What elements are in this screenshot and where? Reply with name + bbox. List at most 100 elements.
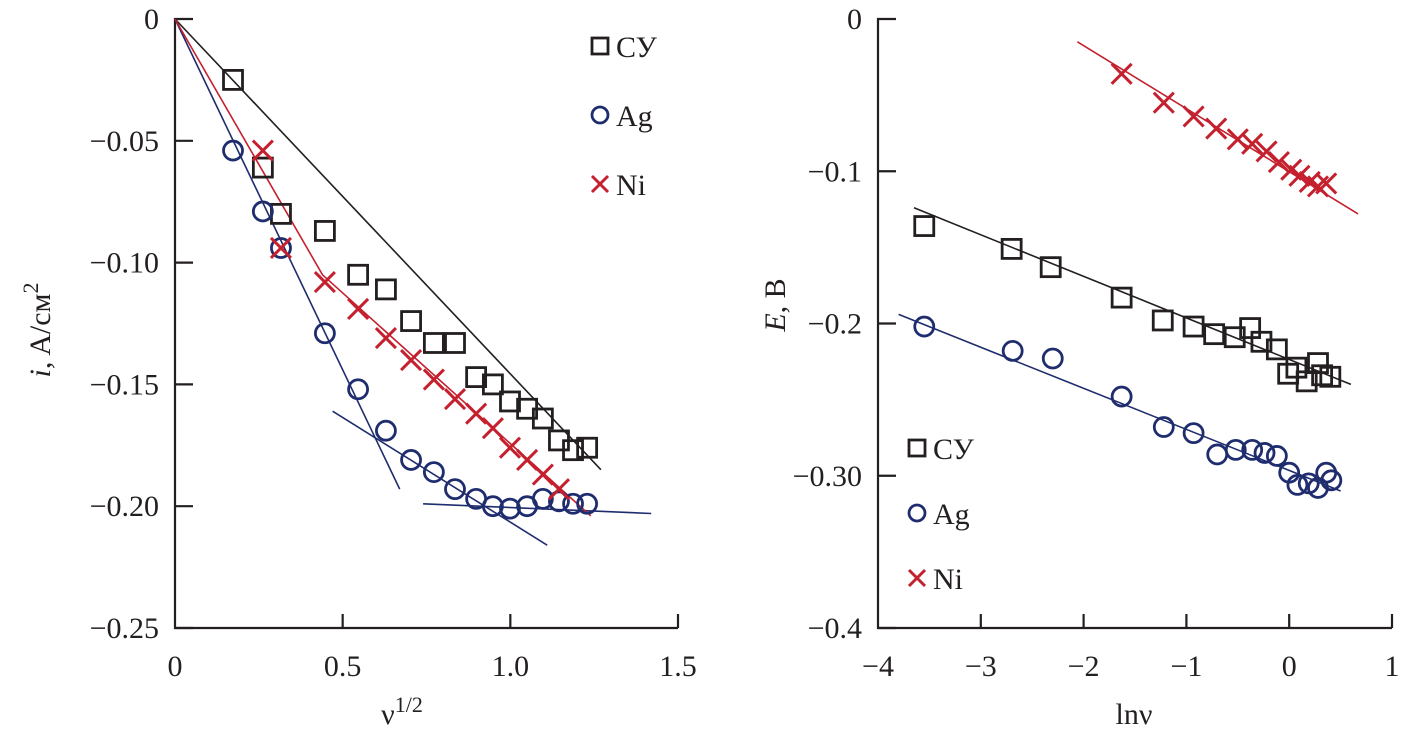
- data-point-glassy-carbon: [499, 390, 521, 413]
- series-glassy-carbon: [222, 69, 599, 462]
- right-chart-axes: [876, 17, 1392, 630]
- data-point-glassy-carbon: [375, 278, 397, 301]
- y-tick-label: −0.20: [90, 490, 159, 523]
- data-point-glassy-carbon: [1151, 309, 1174, 332]
- x-tick-label: −1: [1170, 650, 1202, 683]
- data-point-ni: [269, 236, 293, 260]
- data-point-glassy-carbon: [1250, 330, 1273, 353]
- data-point-ag: [531, 487, 554, 510]
- series-ag: [222, 139, 599, 520]
- legend-square-marker-icon: [590, 36, 610, 56]
- data-point-ag: [481, 495, 504, 518]
- fit-line-ni: [174, 18, 592, 517]
- series-ag: [913, 315, 1343, 499]
- legend-label: Ag: [933, 498, 970, 531]
- legend-item-ag: Ag: [907, 498, 970, 531]
- x-tick-label: 1.5: [659, 650, 697, 683]
- y-tick-label: 0: [144, 3, 159, 36]
- x-tick-label: 0: [1282, 650, 1297, 683]
- data-point-glassy-carbon: [313, 220, 336, 242]
- legend-item-glassy-carbon: СУ: [907, 433, 975, 466]
- y-tick-label: −0.30: [793, 460, 862, 493]
- right-chart-fit-lines: [898, 41, 1359, 492]
- data-point-glassy-carbon: [422, 332, 445, 354]
- data-point-ag: [1265, 445, 1288, 467]
- data-point-ag: [347, 378, 369, 401]
- data-point-ag: [444, 478, 466, 501]
- legend-label: СУ: [616, 31, 658, 64]
- data-point-ag: [1110, 385, 1133, 408]
- y-tick-label: −0.15: [90, 368, 159, 401]
- data-point-ni: [465, 402, 488, 425]
- left-chart-y-ticks: 0 −0.05 −0.10 −0.15 −0.20 −0.25: [90, 3, 193, 645]
- data-point-ag: [1320, 469, 1343, 492]
- left-chart-x-axis-title: ν1/2: [381, 692, 423, 731]
- data-point-ni: [1241, 132, 1264, 155]
- x-tick-label: −4: [862, 650, 894, 683]
- legend-item-ni: Ni: [907, 563, 963, 596]
- data-point-ag: [1001, 340, 1024, 362]
- data-point-ag: [222, 139, 244, 162]
- data-point-ag: [1152, 416, 1175, 438]
- data-point-ag: [1206, 443, 1229, 466]
- data-point-ag: [1224, 438, 1247, 461]
- data-point-ni: [498, 436, 522, 459]
- y-tick-label: 0: [847, 3, 862, 36]
- data-point-glassy-carbon: [913, 215, 936, 237]
- legend-label: Ag: [616, 100, 653, 133]
- left-chart-axes: [173, 17, 678, 630]
- legend-label: Ni: [933, 563, 963, 596]
- data-point-ni: [1182, 105, 1205, 128]
- y-tick-label: −0.2: [808, 308, 862, 341]
- data-point-glassy-carbon: [1265, 338, 1288, 361]
- data-point-glassy-carbon: [1295, 370, 1318, 393]
- data-point-ni: [400, 348, 423, 372]
- data-point-glassy-carbon: [1039, 256, 1062, 279]
- data-point-ni: [1288, 164, 1311, 187]
- data-point-ni: [1226, 128, 1249, 151]
- data-point-glassy-carbon: [576, 436, 599, 459]
- data-point-ag: [422, 461, 445, 483]
- series-glassy-carbon: [913, 215, 1342, 393]
- data-point-ag: [1241, 438, 1264, 461]
- y-tick-label: −0.05: [90, 125, 159, 158]
- data-point-ag: [1041, 347, 1064, 370]
- right-chart-y-axis-title: E, В: [759, 278, 792, 332]
- x-tick-label: 0: [168, 650, 183, 683]
- legend-label: СУ: [933, 433, 975, 466]
- data-point-glassy-carbon: [347, 263, 369, 286]
- right-chart-points: [913, 62, 1343, 499]
- data-point-ag: [548, 490, 570, 513]
- legend-item-glassy-carbon: СУ: [590, 31, 658, 64]
- chart-potential-vs-ln-scan-rate: 0 −0.1 −0.2 −0.30 −0.4 −4 −3 −2 −1 0 1 lnν E, В С…: [759, 3, 1400, 731]
- data-point-ag: [1253, 442, 1276, 464]
- data-point-glassy-carbon: [1319, 365, 1342, 388]
- fit-line-glassy-carbon: [174, 18, 602, 471]
- series-ni: [1110, 62, 1338, 198]
- legend-cross-marker-icon: [590, 174, 610, 194]
- x-tick-label: 1.0: [492, 650, 530, 683]
- legend-circle-marker-icon: [907, 503, 927, 523]
- data-point-ag: [499, 497, 521, 520]
- data-point-ni: [443, 387, 467, 411]
- data-point-ni: [347, 297, 370, 320]
- data-point-glassy-carbon: [222, 69, 244, 91]
- x-tick-label: −2: [1068, 650, 1100, 683]
- data-point-ag: [562, 492, 584, 515]
- data-point-ag: [251, 200, 274, 223]
- right-chart-x-axis-title: lnν: [1116, 698, 1153, 731]
- left-chart-x-ticks: 0 0.5 1.0 1.5: [168, 614, 697, 683]
- data-point-ni: [313, 271, 336, 294]
- data-point-ni: [422, 368, 445, 391]
- left-chart-legend: СУ Ag Ni: [590, 31, 658, 202]
- y-tick-label: −0.25: [90, 612, 159, 645]
- x-tick-label: 0.5: [324, 650, 362, 683]
- right-chart-y-ticks: 0 −0.1 −0.2 −0.30 −0.4: [793, 3, 896, 645]
- left-chart-y-axis-title: i, A/см2: [18, 283, 57, 378]
- data-point-glassy-carbon: [1307, 352, 1329, 374]
- data-point-ni: [1152, 91, 1175, 114]
- data-point-ni: [481, 417, 504, 440]
- left-chart-points: [222, 69, 599, 520]
- data-point-ag: [375, 419, 397, 442]
